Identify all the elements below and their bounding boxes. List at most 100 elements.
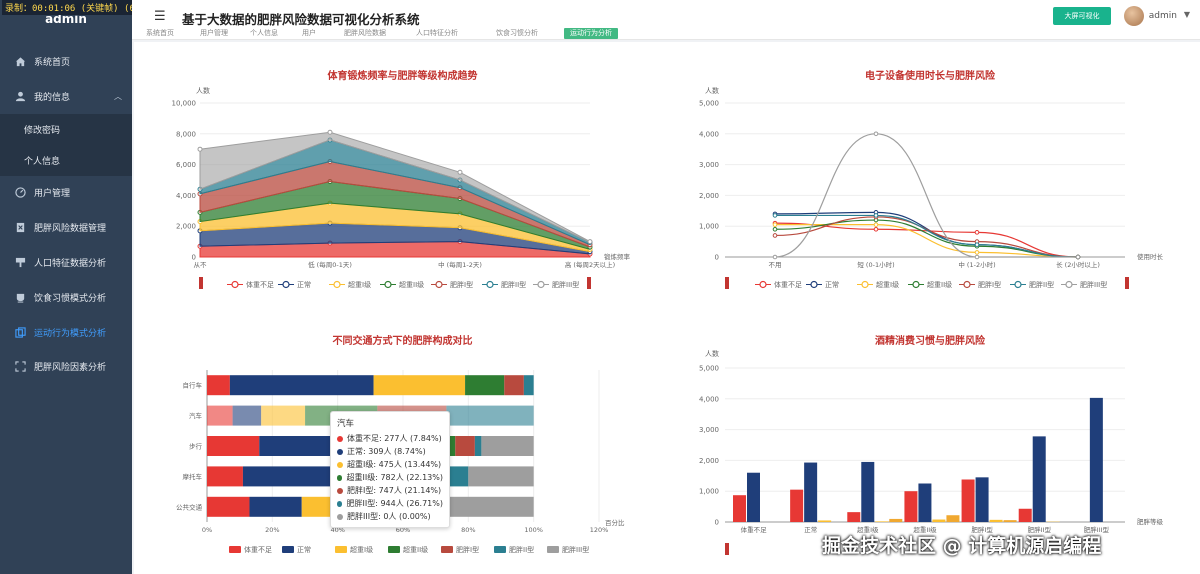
sidebar-item-label: 肥胖风险数据管理	[34, 224, 107, 235]
data-point	[772, 226, 778, 232]
legend-marker	[333, 280, 341, 289]
bar	[804, 462, 818, 522]
hamburger-icon[interactable]: ☰	[154, 9, 166, 24]
sidebar-item-my-info[interactable]: 我的信息 ︿	[0, 79, 132, 114]
tag-item[interactable]: 个人信息	[250, 29, 278, 37]
tooltip-title: 汽车	[337, 419, 355, 429]
x-tick-label: 120%	[590, 526, 609, 534]
tag-item[interactable]: 用户管理	[200, 29, 228, 37]
avatar[interactable]	[1124, 6, 1144, 26]
line-series	[775, 214, 1079, 258]
y-axis-label: 人数	[705, 349, 719, 358]
bar	[946, 515, 960, 522]
x-tick-label: 中 (1-2小时)	[958, 260, 995, 269]
tooltip-row-text: 体重不足: 277人 (7.84%)	[347, 434, 442, 443]
sidebar-item-home[interactable]: 系统首页	[0, 44, 132, 79]
legend-label: 正常	[825, 280, 839, 289]
doc-icon	[14, 222, 26, 234]
data-point	[197, 146, 203, 152]
username[interactable]: admin	[1148, 11, 1177, 21]
data-point	[327, 129, 333, 135]
x-tick-label: 低 (每周0-1天)	[308, 260, 352, 269]
legend-marker	[810, 280, 818, 289]
y-tick-label: 2,000	[699, 457, 719, 465]
y-tick-label: 5,000	[699, 365, 719, 373]
legend-scroll-right	[1125, 277, 1129, 289]
tag-item[interactable]: 系统首页	[146, 29, 174, 37]
legend-label: 肥胖II型	[509, 545, 534, 554]
y-tick-label: 2,000	[176, 223, 196, 231]
tag-item[interactable]: 人口特征分析	[416, 29, 458, 37]
home-icon	[14, 55, 26, 67]
legend-marker	[1014, 280, 1022, 289]
bar	[847, 512, 861, 522]
x-tick-label: 短 (0-1小时)	[857, 260, 894, 269]
sidebar-item-change-password[interactable]: 修改密码	[0, 113, 132, 145]
x-tick-label: 0%	[202, 526, 212, 534]
x-tick-label: 肥胖III型	[1084, 525, 1110, 534]
sidebar-item-obesity-data[interactable]: 肥胖风险数据管理	[0, 210, 132, 245]
bar	[1089, 397, 1103, 522]
sidebar-item-diet[interactable]: 饮食习惯模式分析	[0, 280, 132, 315]
legend-label: 超重II级	[403, 545, 428, 554]
x-tick-label: 体重不足	[741, 525, 768, 534]
big-screen-button[interactable]: 大屏可视化	[1053, 7, 1111, 25]
x-tick-label: 不用	[769, 261, 782, 269]
cup-icon	[14, 291, 26, 303]
user-icon	[14, 90, 26, 102]
sidebar-item-users[interactable]: 用户管理	[0, 176, 132, 211]
tag-item-active[interactable]: 运动行为分析	[564, 28, 618, 39]
tag-item[interactable]: 肥胖风险数据	[344, 29, 386, 37]
stacked-bar-segment	[523, 375, 534, 396]
legend-marker	[547, 546, 559, 553]
tag-item[interactable]: 饮食习惯分析	[496, 29, 538, 37]
stacked-bar-segment	[207, 405, 233, 426]
sidebar-item-label: 肥胖风险因素分析	[34, 363, 107, 374]
sidebar-item-label: 运动行为模式分析	[34, 328, 107, 339]
data-point	[873, 213, 879, 218]
data-point	[974, 250, 980, 255]
sidebar-item-population[interactable]: 人口特征数据分析	[0, 245, 132, 280]
sidebar: admin 系统首页 我的信息 ︿ 修改密码 个人信息 用户管理 肥胖风险数据管…	[0, 0, 132, 574]
legend-label: 超重I级	[876, 280, 899, 289]
legend-label: 正常	[297, 280, 311, 289]
legend-label: 超重II级	[927, 280, 952, 289]
sidebar-item-personal-info[interactable]: 个人信息	[0, 144, 132, 176]
x-tick-label: 100%	[524, 526, 543, 534]
stacked-bar-segment	[474, 436, 482, 456]
bar	[961, 479, 975, 522]
watermark: 掘金技术社区 @ 计算机源启编程	[822, 535, 1102, 557]
brush-icon	[14, 257, 26, 269]
y-tick-label: 3,000	[699, 426, 719, 434]
data-point	[873, 222, 879, 227]
legend-marker	[231, 280, 239, 289]
sidebar-item-exercise[interactable]: 运动行为模式分析	[0, 315, 132, 350]
y-tick-label: 10,000	[172, 100, 197, 108]
stacked-bar-segment	[207, 496, 250, 517]
x-tick-label: 肥胖I型	[971, 525, 993, 534]
stacked-bar-segment	[249, 496, 302, 517]
y-tick-label: 公共交通	[176, 502, 203, 511]
line-series	[774, 216, 1079, 258]
x-tick-label: 中 (每周1-2天)	[438, 260, 482, 269]
legend-label: 肥胖II型	[1029, 280, 1054, 289]
tag-item[interactable]: 用户	[302, 29, 316, 37]
legend-label: 肥胖I型	[450, 280, 473, 289]
legend-label: 超重I级	[348, 280, 371, 289]
legend-marker	[435, 280, 443, 289]
caret-down-icon[interactable]: ▼	[1183, 10, 1190, 19]
tooltip-row-text: 肥胖I型: 747人 (21.14%)	[347, 486, 442, 495]
chart1-title: 体育锻炼频率与肥胖等级构成趋势	[327, 71, 478, 82]
y-tick-label: 1,000	[699, 488, 719, 496]
x-tick-label: 长 (2小时以上)	[1056, 260, 1100, 269]
legend-marker	[494, 546, 506, 553]
tooltip-row-text: 超重II级: 782人 (22.13%)	[346, 473, 443, 482]
stacked-bar-segment	[465, 375, 505, 396]
x-tick-label: 超重II级	[913, 525, 937, 534]
data-point	[587, 239, 593, 245]
x-axis-label: 锻炼频率	[604, 252, 631, 261]
stacked-bar-segment	[229, 375, 374, 396]
sidebar-item-risk-factors[interactable]: 肥胖风险因素分析	[0, 350, 132, 385]
tooltip-row: 超重II级: 782人 (22.13%)	[337, 471, 443, 484]
sidebar-brand: admin	[45, 12, 87, 26]
